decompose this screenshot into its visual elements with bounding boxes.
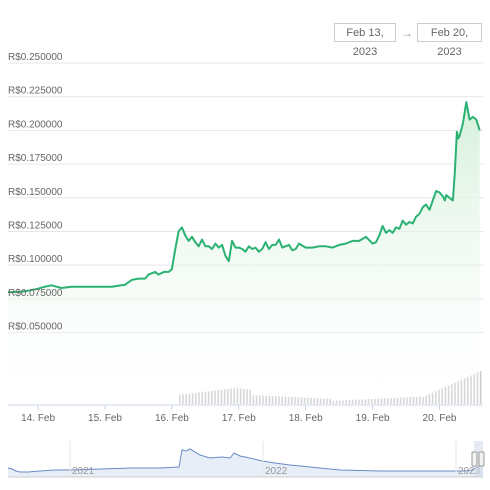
x-tick-label: 18. Feb [289, 413, 323, 424]
navigator-area [8, 449, 483, 477]
navigator-tick-label: 2021 [72, 466, 95, 477]
y-tick-label: R$0.175000 [8, 153, 63, 164]
price-line [8, 101, 481, 294]
y-tick-label: R$0.250000 [8, 52, 63, 63]
x-tick-label: 17. Feb [222, 413, 256, 424]
y-tick-label: R$0.125000 [8, 220, 63, 231]
x-tick-label: 16. Feb [155, 413, 189, 424]
y-tick-label: R$0.200000 [8, 119, 63, 130]
y-tick-label: R$0.100000 [8, 254, 63, 265]
navigator-handle-right[interactable] [478, 451, 485, 467]
date-range-arrow-icon: → [401, 26, 413, 40]
navigator-tick-label: 2023 [458, 466, 481, 477]
y-axis-labels: R$0.050000 R$0.075000 R$0.100000 R$0.125000… [8, 52, 63, 333]
x-tick-label: 19. Feb [356, 413, 390, 424]
x-axis-labels: 14. Feb 15. Feb 16. Feb 17. Feb 18. Feb 19. F… [21, 405, 457, 424]
x-tick-label: 15. Feb [88, 413, 122, 424]
y-tick-label: R$0.075000 [8, 288, 63, 299]
navigator-tick-label: 2022 [265, 466, 288, 477]
date-range-to-input[interactable]: Feb 20, 2023 [417, 23, 482, 58]
y-tick-label: R$0.150000 [8, 187, 63, 198]
x-tick-label: 14. Feb [21, 413, 55, 424]
price-area-fill [8, 102, 480, 405]
navigator-line [7, 448, 484, 473]
y-tick-label: R$0.050000 [8, 322, 63, 333]
date-range-from-input[interactable]: Feb 13, 2023 [334, 23, 396, 58]
volume-bar [479, 371, 482, 404]
navigator-handle-left[interactable] [471, 451, 478, 467]
x-tick-label: 20. Feb [423, 413, 457, 424]
navigator-tick-labels: 2021 2022 2023 [69, 441, 481, 477]
y-tick-label: R$0.225000 [8, 86, 63, 97]
navigator[interactable]: 2021 2022 2023 [7, 441, 485, 478]
